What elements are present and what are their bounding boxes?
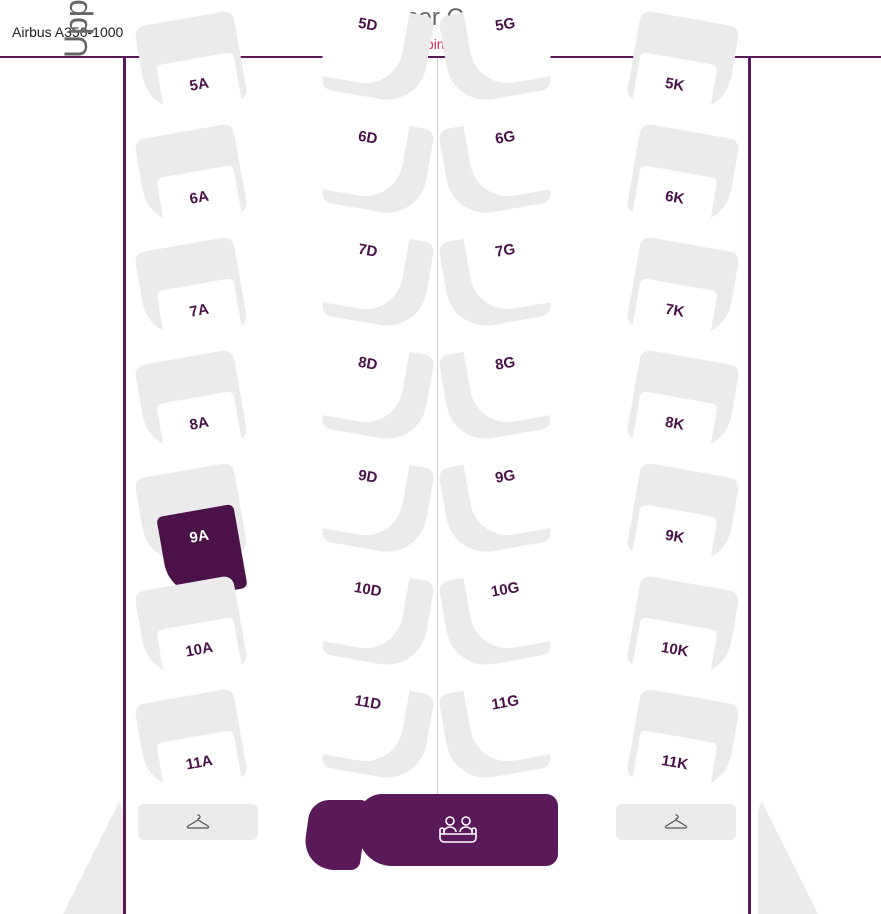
seat-7k[interactable]: 7K bbox=[603, 254, 733, 364]
seat-11d[interactable]: 11D bbox=[298, 676, 428, 786]
seat-5a[interactable]: 5A bbox=[141, 28, 271, 138]
seat-7g[interactable]: 7G bbox=[445, 224, 575, 334]
seat-9g[interactable]: 9G bbox=[445, 450, 575, 560]
seat-6g[interactable]: 6G bbox=[445, 111, 575, 221]
seat-8k[interactable]: 8K bbox=[603, 367, 733, 477]
seat-11k[interactable]: 11K bbox=[603, 706, 733, 816]
seat-5k[interactable]: 5K bbox=[603, 28, 733, 138]
seat-7a[interactable]: 7A bbox=[141, 254, 271, 364]
side-label-left: Upper bbox=[58, 0, 95, 58]
loft-shape-b bbox=[358, 794, 558, 866]
lounge-icon bbox=[434, 812, 482, 848]
seat-10a[interactable]: 10A bbox=[141, 593, 271, 703]
hanger-icon bbox=[663, 813, 689, 831]
wing-left bbox=[63, 794, 123, 914]
seat-8g[interactable]: 8G bbox=[445, 337, 575, 447]
wing-right bbox=[758, 794, 818, 914]
seat-map-area: Upper Class 5A6A7A8A9A10A11A 5D6D7D8D9D1… bbox=[0, 58, 881, 914]
seat-9d[interactable]: 9D bbox=[298, 450, 428, 560]
seat-10g[interactable]: 10G bbox=[445, 563, 575, 673]
fuselage: 5A6A7A8A9A10A11A 5D6D7D8D9D10D11D 5G6G7G… bbox=[123, 58, 751, 914]
seat-6k[interactable]: 6K bbox=[603, 141, 733, 251]
seat-10d[interactable]: 10D bbox=[298, 563, 428, 673]
view-cabin-video-link[interactable]: View cabin video bbox=[0, 36, 881, 52]
seat-8d[interactable]: 8D bbox=[298, 337, 428, 447]
closet-right[interactable] bbox=[616, 804, 736, 840]
the-loft-lounge[interactable] bbox=[306, 794, 566, 874]
seat-11a[interactable]: 11A bbox=[141, 706, 271, 816]
seat-11g[interactable]: 11G bbox=[445, 676, 575, 786]
seat-9k[interactable]: 9K bbox=[603, 480, 733, 590]
seat-5g[interactable]: 5G bbox=[445, 0, 575, 108]
amenity-row bbox=[126, 804, 748, 884]
seat-5d[interactable]: 5D bbox=[298, 0, 428, 108]
seat-10k[interactable]: 10K bbox=[603, 593, 733, 703]
closet-left[interactable] bbox=[138, 804, 258, 840]
seat-grid: 5A6A7A8A9A10A11A 5D6D7D8D9D10D11D 5G6G7G… bbox=[126, 58, 748, 914]
seat-8a[interactable]: 8A bbox=[141, 367, 271, 477]
hanger-icon bbox=[185, 813, 211, 831]
seat-9a[interactable]: 9A bbox=[141, 480, 271, 590]
seat-7d[interactable]: 7D bbox=[298, 224, 428, 334]
seat-6d[interactable]: 6D bbox=[298, 111, 428, 221]
seat-6a[interactable]: 6A bbox=[141, 141, 271, 251]
